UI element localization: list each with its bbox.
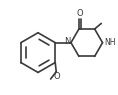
Text: O: O — [54, 72, 60, 81]
Text: NH: NH — [104, 38, 115, 47]
Text: N: N — [64, 37, 70, 46]
Text: O: O — [76, 9, 83, 18]
